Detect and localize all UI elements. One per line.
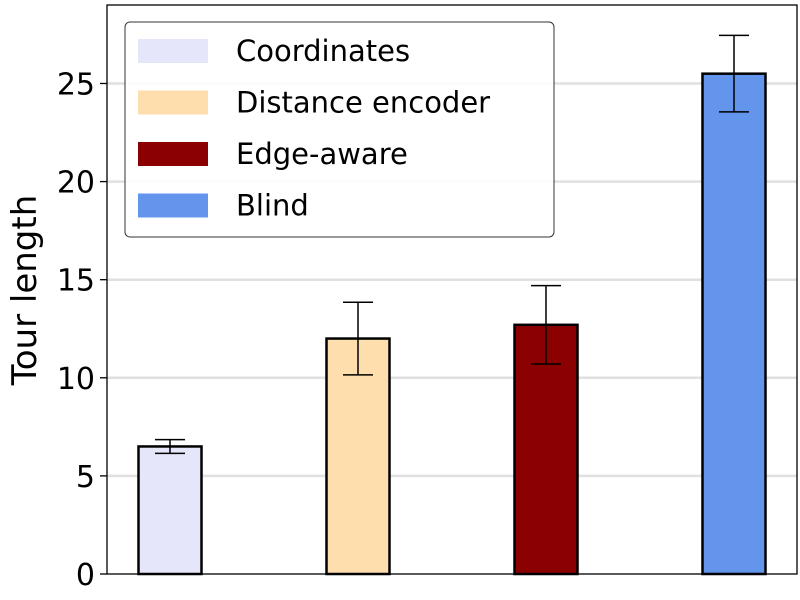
legend-label: Blind [236, 189, 309, 223]
plot-frame [106, 4, 798, 575]
error-bar [155, 438, 185, 455]
legend-swatch [138, 142, 208, 166]
y-tick-label: 20 [57, 166, 95, 201]
legend-box [124, 21, 555, 238]
legend-label: Edge-aware [236, 137, 408, 171]
error-bar [343, 301, 373, 376]
bar [137, 445, 203, 576]
bar [701, 72, 767, 576]
legend: Coordinates Distance encoder Edge-aware Bli… [124, 21, 555, 238]
legend-label: Coordinates [236, 34, 410, 68]
y-axis-ticks: 0 5 10 15 20 25 [57, 67, 107, 593]
y-tick-label: 25 [57, 67, 95, 102]
y-tick-label: 15 [57, 264, 95, 299]
y-tick-label: 5 [76, 460, 95, 495]
legend-swatch [138, 193, 208, 218]
y-tick-label: 10 [57, 362, 95, 397]
error-bar [531, 284, 561, 365]
y-tick-label: 0 [76, 558, 95, 593]
y-axis-label: Tour length [5, 195, 45, 387]
error-bars [155, 34, 749, 455]
legend-label: Distance encoder [236, 86, 490, 120]
legend-swatch [138, 39, 208, 63]
error-bar [719, 34, 749, 113]
legend-swatch [138, 90, 208, 115]
bars [137, 72, 767, 576]
